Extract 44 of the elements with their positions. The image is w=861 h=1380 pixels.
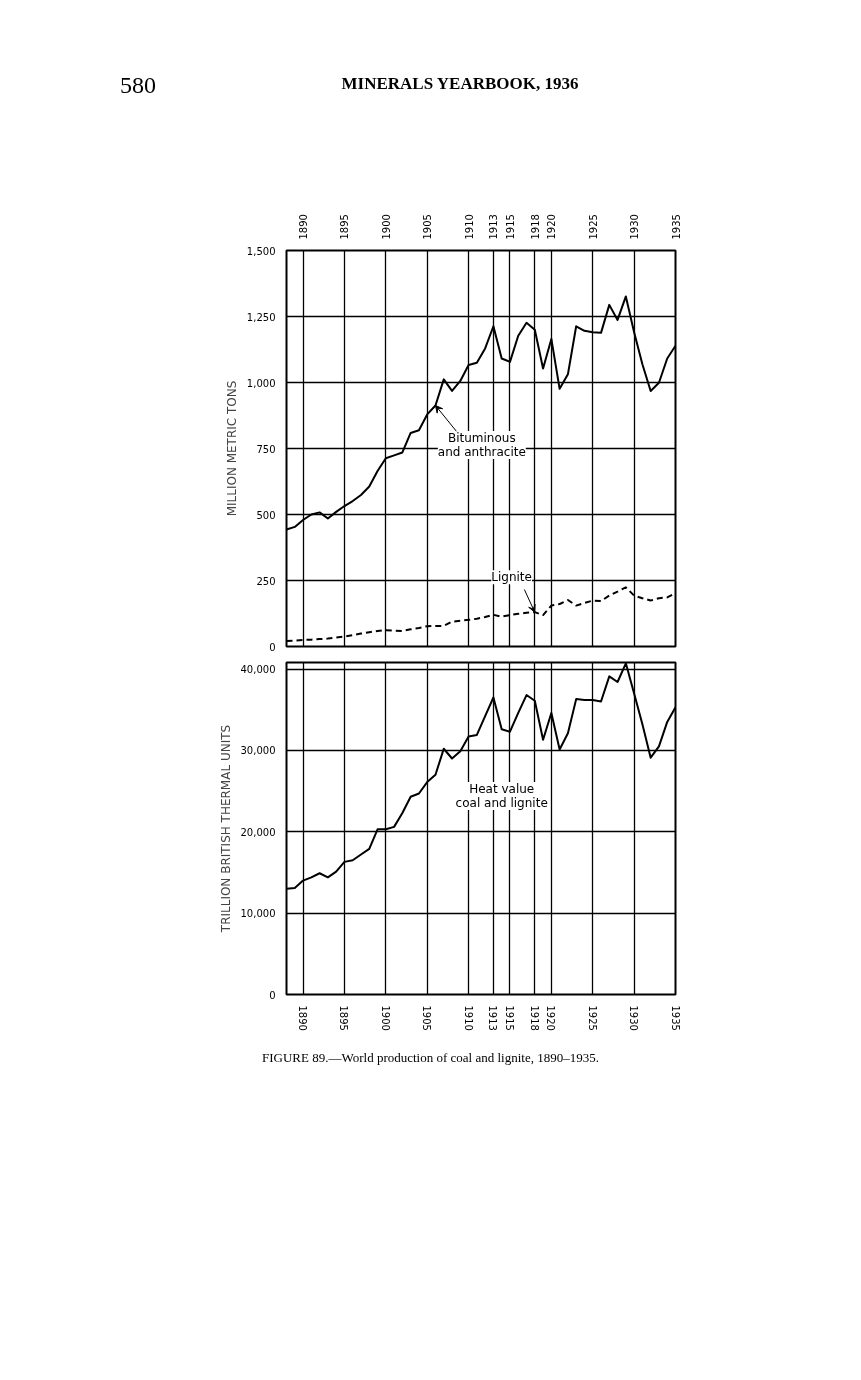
x-tick-label: 1905 [421,1005,433,1031]
x-tick-label: 1935 [670,214,682,240]
x-tick-label: 1915 [503,1005,515,1031]
x-tick-label: 1918 [529,214,541,240]
x-tick-label: 1910 [462,1005,474,1031]
x-tick-label: 1930 [629,214,641,240]
y-axis-title: TRILLION BRITISH THERMAL UNITS [218,724,233,934]
x-tick-label: 1925 [586,1005,598,1031]
x-tick-label: 1890 [298,214,310,240]
y-tick-label: 250 [256,575,276,587]
y-tick-label: 20,000 [240,826,276,838]
x-tick-label: 1905 [422,214,434,240]
y-tick-label: 30,000 [240,745,276,757]
x-tick-label: 1930 [628,1005,640,1031]
x-tick-label: 1890 [297,1005,309,1031]
y-tick-label: 0 [269,641,276,653]
x-tick-label: 1935 [669,1005,681,1031]
y-tick-label: 0 [269,989,276,1001]
x-tick-label: 1925 [587,214,599,240]
x-tick-label: 1913 [488,214,500,240]
x-tick-label: 1918 [528,1005,540,1031]
annotation: Heat value coal and lignite [455,781,548,810]
text: 580 [120,71,156,100]
y-tick-label: 1,500 [246,245,276,257]
y-tick-label: 40,000 [240,664,276,676]
text: MINERALS YEARBOOK, 1936 [340,73,580,95]
y-tick-label: 500 [256,509,276,521]
y-tick-label: 1,000 [246,377,276,389]
x-tick-label: 1900 [379,1005,391,1031]
x-tick-label: 1895 [338,1005,350,1031]
x-tick-label: 1910 [463,214,475,240]
x-tick-label: 1915 [504,214,516,240]
annotation: Bituminous and anthracite [437,431,526,460]
x-tick-label: 1920 [545,1005,557,1031]
y-tick-label: 10,000 [240,908,276,920]
x-tick-label: 1895 [339,214,351,240]
y-axis-title: MILLION METRIC TONS [224,380,239,517]
x-tick-label: 1913 [487,1005,499,1031]
y-tick-label: 1,250 [246,311,276,323]
x-tick-label: 1920 [546,214,558,240]
x-tick-label: 1900 [380,214,392,240]
annotation: Lignite [491,570,532,585]
y-tick-label: 750 [256,443,276,455]
text: FIGURE 89.—World production of coal and lignite, 1890–1935. [261,1049,600,1067]
